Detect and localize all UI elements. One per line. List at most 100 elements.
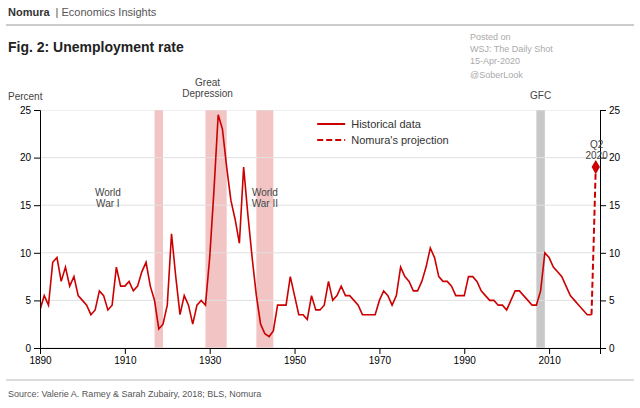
annotation-line: War II <box>252 198 278 209</box>
y2-axis-tick-label: 25 <box>609 105 621 116</box>
title: Fig. 2: Unemployment rate <box>8 39 184 55</box>
y-axis-tick-mark <box>34 348 40 349</box>
y-axis-tick-mark <box>34 300 40 301</box>
y-axis: 0 5 10 15 20 25 <box>20 105 41 354</box>
x-axis-tick: 1890 <box>29 348 52 366</box>
y-axis-tick-label: 0 <box>25 343 31 354</box>
y2-axis-tick: 25 <box>600 105 621 116</box>
y2-axis-tick: 15 <box>600 200 621 211</box>
header-left: Nomura <box>8 6 50 18</box>
watermark: @SoberLook <box>470 70 523 80</box>
y-axis-tick-mark <box>34 253 40 254</box>
y2-axis-tick-mark <box>600 110 606 111</box>
annotation: WorldWar I <box>95 187 121 209</box>
y2-axis-tick: 5 <box>600 295 615 306</box>
grid-line <box>40 300 600 301</box>
legend-label: Nomura's projection <box>351 134 448 146</box>
x-axis-tick-label: 1990 <box>454 355 477 366</box>
chart: Nomura | Economics Insights Fig. 2: Unempl… <box>0 0 640 408</box>
grid-line <box>40 157 600 158</box>
x-axis-tick-mark <box>549 348 550 354</box>
x-axis-tick-mark <box>125 348 126 354</box>
y-axis-line <box>34 111 41 349</box>
x-axis-tick-label: 1950 <box>284 355 307 366</box>
legend-label: Historical data <box>351 118 422 130</box>
y2-axis-tick-label: 20 <box>609 152 621 163</box>
header-right: | Economics Insights <box>56 6 157 18</box>
annotation-line: Q2 <box>590 139 604 150</box>
x-axis-tick-label: 1910 <box>114 355 137 366</box>
x-axis-tick: 1950 <box>284 348 307 366</box>
x-axis-line <box>41 349 601 355</box>
legend-item: Nomura's projection <box>317 134 448 146</box>
grid-line <box>40 348 600 349</box>
legend-swatch <box>317 123 345 125</box>
y2-axis-tick-mark <box>600 300 606 301</box>
watermark: Posted on <box>470 32 511 42</box>
x-axis-tick-mark <box>295 348 296 354</box>
y-axis-tick-mark <box>34 205 40 206</box>
legend: Historical data Nomura's projection <box>317 118 448 146</box>
grid-line <box>40 205 600 206</box>
y-axis-tick: 5 <box>25 295 40 306</box>
y-axis-tick: 0 <box>25 343 40 354</box>
annotation: GreatDepression <box>182 77 233 99</box>
x-axis-tick-mark <box>210 348 211 354</box>
watermark: 15-Apr-2020 <box>470 56 520 66</box>
grid-line <box>40 110 600 111</box>
y-axis-tick: 10 <box>20 248 40 259</box>
annotation-line: World <box>95 187 121 198</box>
grid-line <box>40 252 600 253</box>
header-rule <box>6 25 634 26</box>
x-axis: 1890 1910 1930 1950 1970 1990 2010 <box>29 348 600 366</box>
annotation: WorldWar II <box>252 187 278 209</box>
annotation-line: War I <box>96 198 120 209</box>
legend-item: Historical data <box>317 118 422 130</box>
y-axis-tick-label: 20 <box>20 152 32 163</box>
watermark: WSJ: The Daily Shot <box>470 44 553 54</box>
y-axis-tick-label: 10 <box>20 248 32 259</box>
annotation-line: 2020 <box>585 150 608 161</box>
x-axis-tick-mark <box>464 348 465 354</box>
annotations: WorldWar IGreatDepressionWorldWar IIGFCQ… <box>95 77 608 208</box>
y2-axis-tick-label: 15 <box>609 200 621 211</box>
plot-area: 1890191019301950197019902010051015202505… <box>20 77 621 366</box>
x-axis-tick-label: 1970 <box>369 355 392 366</box>
y2-axis-tick-label: 5 <box>609 295 615 306</box>
y-axis-tick-label: 15 <box>20 200 32 211</box>
y-axis-tick-mark <box>34 110 40 111</box>
x-axis-tick: 1990 <box>454 348 477 366</box>
x-axis-tick-mark <box>379 348 380 354</box>
y2-axis-tick-mark <box>600 253 606 254</box>
series-line <box>40 115 592 337</box>
y-axis-tick: 25 <box>20 105 40 116</box>
y-axis-tick-mark <box>34 158 40 159</box>
x-axis-tick: 1910 <box>114 348 137 366</box>
y2-axis-tick-mark <box>600 205 606 206</box>
annotation: Q22020 <box>585 139 608 161</box>
x-axis-tick-label: 2010 <box>538 355 561 366</box>
annotation-line: Great <box>195 77 220 88</box>
y-axis-title: Percent <box>8 91 43 102</box>
y2-axis-tick-label: 0 <box>609 343 615 354</box>
marks <box>40 110 600 348</box>
source: Source: Valerie A. Ramey & Sarah Zubairy… <box>8 389 261 399</box>
annotation-line: World <box>252 187 278 198</box>
annotation: GFC <box>530 90 551 101</box>
x-axis-tick-label: 1890 <box>29 355 52 366</box>
y2-axis-tick: 0 <box>600 343 615 354</box>
y2-axis-tick: 10 <box>600 248 621 259</box>
x-axis-tick: 1970 <box>369 348 392 366</box>
y-axis-tick-label: 5 <box>25 295 31 306</box>
series-marker <box>592 160 600 174</box>
x-axis-tick: 1930 <box>199 348 222 366</box>
y-axis-tick: 20 <box>20 152 40 163</box>
shaded-region <box>536 110 544 348</box>
x-axis-tick-label: 1930 <box>199 355 222 366</box>
legend-swatch <box>317 139 345 141</box>
y-axis-tick: 15 <box>20 200 40 211</box>
y2-axis-tick-mark <box>600 348 606 349</box>
series-line <box>592 167 596 315</box>
y-axis-tick-label: 25 <box>20 105 32 116</box>
y2-axis-tick-label: 10 <box>609 248 621 259</box>
